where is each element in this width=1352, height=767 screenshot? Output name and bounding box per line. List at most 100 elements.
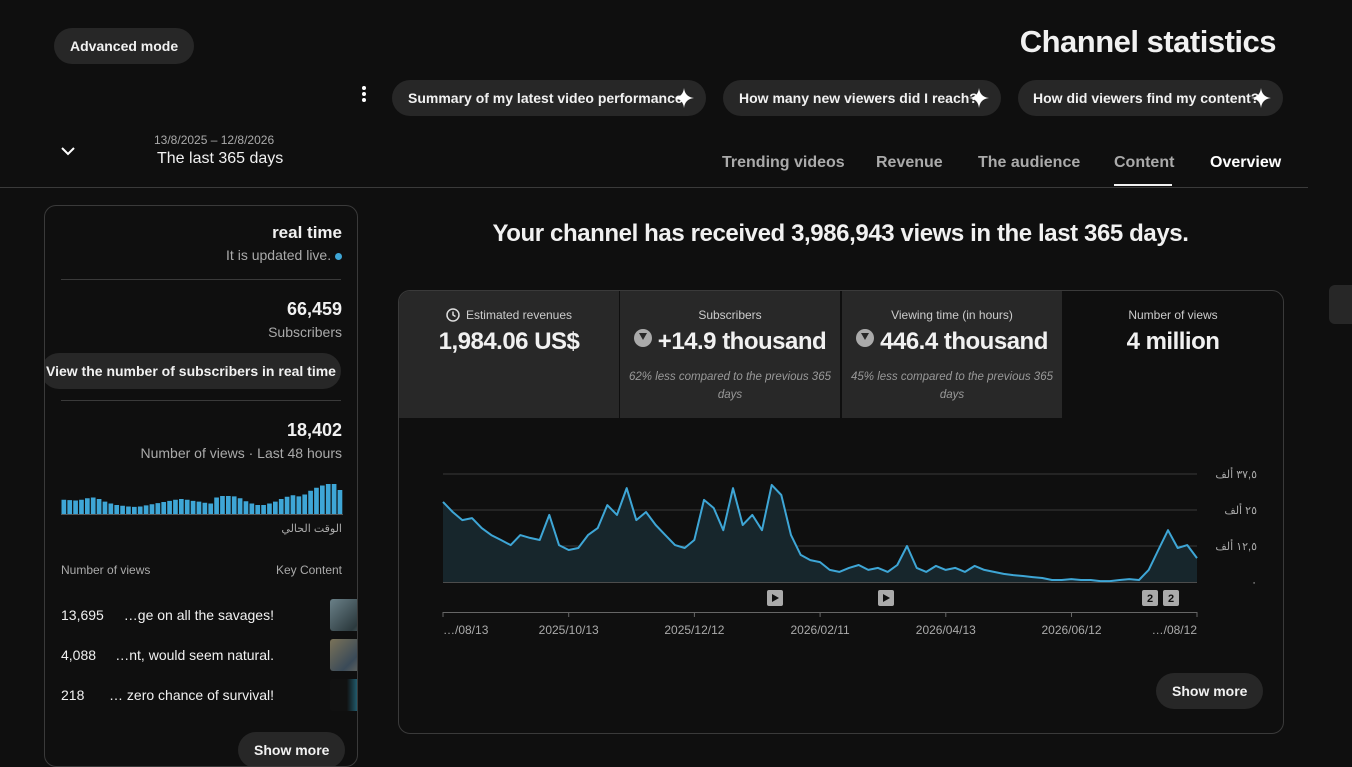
metric-label: Viewing time (in hours) [891, 308, 1013, 322]
chevron-down[interactable] [60, 145, 76, 157]
chip-label: Summary of my latest video performance [408, 90, 683, 106]
more-menu[interactable] [360, 86, 368, 102]
realtime-title: real time [272, 223, 342, 242]
headline: Your channel has received 3,986,943 view… [492, 220, 1189, 247]
suggestion-chip[interactable]: Summary of my latest video performance [392, 80, 706, 116]
x-tick-label: …/08/13 [443, 623, 489, 637]
show-more-button[interactable]: Show more [238, 732, 346, 766]
metric-tile[interactable]: Number of views 4 million [1063, 291, 1283, 418]
x-tick-label: 2026/06/12 [1041, 623, 1101, 637]
bar [126, 506, 131, 514]
bar [290, 495, 296, 514]
sparkle-icon [969, 88, 989, 108]
live-status: It is updated live. [226, 247, 342, 263]
bar [214, 497, 219, 514]
sparkle-icon [1251, 88, 1271, 108]
bar [114, 505, 120, 514]
button-label: Advanced mode [70, 38, 179, 54]
show-more-button[interactable]: Show more [1156, 673, 1264, 709]
metric-tile[interactable]: Estimated revenues 1,984.06 US$ [399, 291, 619, 418]
advanced-mode-button[interactable]: Advanced mode [54, 28, 195, 64]
bar [308, 490, 313, 514]
tab[interactable]: Trending videos [722, 154, 845, 171]
metric-value: 1,984.06 US$ [438, 328, 580, 355]
metric-note: 45% less compared to the previous 365 da… [850, 371, 1053, 401]
bar [237, 498, 243, 514]
play-icon [883, 594, 890, 602]
tab-underline [1114, 184, 1172, 186]
bar [143, 505, 149, 514]
side-handle[interactable] [1329, 285, 1352, 324]
bar [61, 499, 67, 514]
views-label: Number of views · Last 48 hours [140, 445, 342, 461]
metric-label: Estimated revenues [399, 308, 619, 322]
bar [325, 484, 331, 514]
realtime-subs-button[interactable]: View the number of subscribers in real t… [45, 353, 341, 389]
bar [255, 505, 261, 514]
date-range: 13/8/2025 – 12/8/2026 [154, 133, 275, 147]
metric-tile[interactable]: Viewing time (in hours) 446.4 thousand 45%… [842, 291, 1062, 418]
down-icon [633, 329, 652, 347]
bar [173, 499, 178, 514]
bar [331, 484, 337, 514]
marker-count: 2 [1147, 593, 1153, 605]
divider [0, 187, 1308, 188]
bar [179, 499, 184, 514]
bar [137, 506, 143, 514]
x-tick-label: 2025/12/12 [664, 623, 724, 637]
play-icon [772, 594, 779, 602]
bar [161, 502, 167, 514]
tab[interactable]: Revenue [876, 154, 943, 171]
bar [190, 500, 196, 514]
column-header: Number of views [61, 563, 151, 577]
video-title[interactable]: …nt, would seem natural. [115, 647, 274, 663]
y-tick-label: ٣٧,٥ ألف [1215, 467, 1257, 481]
metric-label: Subscribers [698, 308, 762, 322]
metric-tile[interactable]: Subscribers +14.9 thousand 62% less compar… [620, 291, 840, 418]
bar [273, 501, 278, 514]
subscriber-count: 66,459 [286, 299, 342, 319]
bar [267, 503, 272, 514]
suggestion-chip[interactable]: How many new viewers did I reach? [723, 80, 1001, 116]
video-thumbnail[interactable] [330, 599, 357, 631]
now-label: الوقت الحالي [281, 523, 342, 535]
overview-card [398, 290, 1284, 734]
views-count: 18,402 [286, 420, 342, 440]
live-dot [335, 253, 342, 260]
video-thumbnail[interactable] [330, 679, 357, 711]
bar [261, 505, 266, 514]
bar [108, 503, 114, 514]
bar [202, 502, 208, 514]
status-text: It is updated live. [226, 247, 332, 263]
period: The last 365 days [157, 150, 284, 167]
bar [67, 500, 73, 514]
bar [79, 499, 84, 514]
bar [167, 500, 172, 514]
line [442, 483, 1198, 583]
video-views: 13,695 [61, 607, 104, 623]
video-title[interactable]: … zero chance of survival! [109, 687, 274, 703]
button-label: View the number of subscribers in real t… [46, 363, 336, 379]
value-text: +14.9 thousand [657, 328, 827, 355]
value-text: 446.4 thousand [880, 328, 1048, 355]
y-tick-label: ٢٥ ألف [1224, 503, 1257, 517]
area [443, 484, 1197, 582]
button-label: Show more [1172, 683, 1248, 699]
video-thumbnail[interactable] [330, 639, 357, 671]
tab[interactable]: Content [1114, 154, 1175, 171]
button-label: Show more [254, 742, 330, 758]
video-title[interactable]: …ge on all the savages! [123, 607, 274, 623]
bar [73, 500, 78, 514]
page: Advanced mode Channel statistics Summary… [0, 24, 1352, 767]
tab[interactable]: The audience [978, 154, 1081, 171]
bar [320, 485, 325, 514]
metric-value: 4 million [1126, 328, 1220, 355]
x-tick-label: 2026/02/11 [791, 623, 850, 637]
sparkle-icon [674, 88, 694, 108]
bar [120, 505, 125, 514]
tab[interactable]: Overview [1210, 154, 1282, 171]
suggestion-chip[interactable]: How did viewers find my content? [1018, 80, 1283, 116]
bar [149, 504, 155, 514]
bar [90, 497, 96, 514]
bar [102, 501, 108, 514]
